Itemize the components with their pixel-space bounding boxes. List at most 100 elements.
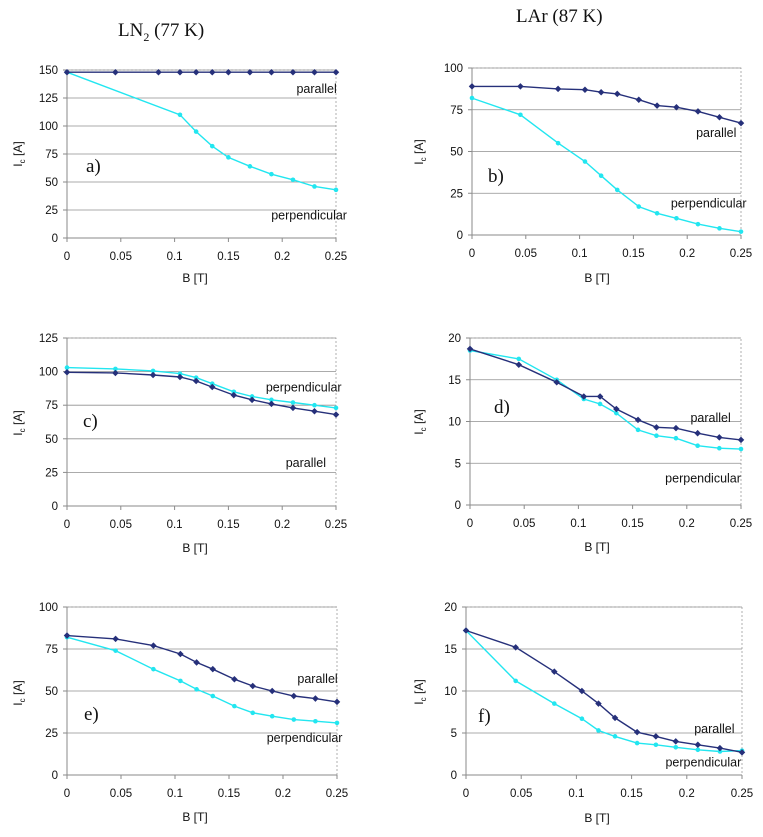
- perpendicular-data-point: [269, 713, 275, 719]
- x-tick-label: 0.25: [730, 248, 752, 260]
- parallel-series-annotation: parallel: [297, 672, 337, 686]
- perpendicular-data-point: [113, 648, 118, 653]
- x-axis-label: B [T]: [182, 810, 207, 824]
- y-tick-label: 0: [451, 770, 457, 782]
- perpendicular-data-point: [695, 443, 700, 449]
- x-tick-label: 0: [469, 248, 475, 260]
- x-tick-label: 0.2: [679, 248, 695, 260]
- perpendicular-data-point: [518, 112, 523, 118]
- parallel-data-point: [268, 68, 275, 76]
- x-tick-label: 0.05: [515, 248, 537, 260]
- perpendicular-data-point: [695, 747, 701, 753]
- parallel-data-point: [332, 411, 340, 418]
- perpendicular-data-point: [717, 749, 723, 754]
- perpendicular-data-point: [249, 394, 255, 399]
- y-tick-label: 10: [448, 417, 461, 429]
- x-tick-label: 0.25: [731, 788, 753, 800]
- perpendicular-data-point: [614, 187, 620, 193]
- perpendicular-data-point: [193, 129, 199, 134]
- y-tick-label: 0: [455, 500, 461, 512]
- panel-label: b): [488, 166, 504, 187]
- x-tick-label: 0.2: [679, 518, 695, 530]
- parallel-series-annotation: parallel: [696, 126, 736, 140]
- parallel-series-line: [469, 348, 742, 441]
- parallel-data-point: [633, 728, 641, 736]
- perpendicular-data-point: [232, 703, 237, 709]
- parallel-data-point: [554, 85, 562, 93]
- y-tick-label: 75: [450, 105, 463, 117]
- x-tick-label: 0.25: [326, 788, 348, 800]
- x-tick-label: 0.25: [325, 519, 347, 531]
- parallel-data-point: [268, 400, 275, 408]
- y-tick-label: 75: [45, 644, 58, 656]
- y-tick-label: 20: [448, 333, 461, 345]
- parallel-series-annotation: parallel: [694, 722, 734, 736]
- parallel-data-point: [672, 424, 680, 432]
- perpendicular-data-point: [635, 427, 641, 433]
- perpendicular-series-line: [469, 349, 742, 450]
- parallel-data-point: [312, 695, 319, 702]
- x-tick-label: 0.2: [274, 251, 290, 263]
- perpendicular-series-annotation: perpendicular: [665, 755, 741, 769]
- perpendicular-data-point: [226, 155, 231, 160]
- x-tick-label: 0.15: [621, 518, 643, 530]
- perpendicular-data-point: [612, 734, 618, 739]
- parallel-data-point: [672, 738, 680, 745]
- y-tick-label: 5: [451, 728, 457, 740]
- y-tick-label: 75: [45, 400, 58, 412]
- parallel-data-point: [614, 90, 621, 98]
- parallel-data-point: [515, 361, 523, 368]
- y-tick-label: 100: [39, 121, 58, 133]
- perpendicular-data-point: [209, 143, 215, 149]
- parallel-data-point: [716, 114, 723, 121]
- perpendicular-data-point: [653, 742, 659, 748]
- perpendicular-data-point: [513, 678, 518, 684]
- perpendicular-data-point: [290, 177, 296, 183]
- parallel-data-point: [231, 675, 238, 683]
- lar-column-title: LAr (87 K): [516, 6, 603, 27]
- parallel-data-point: [193, 659, 200, 666]
- perpendicular-data-point: [113, 366, 118, 372]
- parallel-series-line: [465, 629, 743, 753]
- chart-panel-2: 0 25 50 75 100 0 0.05 0.1 0.15 0.2 0.25 B [T] Ic [A]…: [412, 63, 752, 285]
- perpendicular-data-point: [269, 397, 274, 403]
- x-axis-label: B [T]: [584, 540, 609, 554]
- y-tick-label: 75: [45, 149, 58, 161]
- parallel-data-point: [595, 700, 602, 707]
- parallel-data-point: [150, 642, 157, 649]
- chart-panel-5: 0 25 50 75 100 0 0.05 0.1 0.15 0.2 0.25 B [T] Ic [A]…: [11, 602, 348, 824]
- perpendicular-data-point: [555, 140, 561, 146]
- x-tick-label: 0.1: [167, 788, 183, 800]
- perpendicular-data-point: [552, 701, 557, 706]
- x-tick-label: 0: [467, 518, 473, 530]
- x-tick-label: 0: [463, 788, 469, 800]
- parallel-data-point: [694, 429, 701, 437]
- parallel-data-point: [737, 436, 745, 444]
- perpendicular-series-annotation: perpendicular: [671, 196, 747, 210]
- perpendicular-data-point: [654, 433, 659, 438]
- y-axis-label: Ic [A]: [412, 139, 428, 164]
- parallel-data-point: [580, 393, 588, 400]
- parallel-series-line: [472, 85, 742, 124]
- perpendicular-data-point: [673, 435, 679, 441]
- perpendicular-data-point: [717, 226, 722, 231]
- perpendicular-data-point: [738, 446, 744, 452]
- perpendicular-data-point: [334, 720, 340, 726]
- chart-panel-3: 0 25 50 75 100 125 0 0.05 0.1 0.15 0.2 0.25 B [T] Ic …: [11, 333, 347, 555]
- x-tick-label: 0.05: [510, 788, 532, 800]
- parallel-data-point: [112, 369, 119, 377]
- y-tick-label: 50: [45, 686, 58, 698]
- parallel-data-point: [468, 83, 476, 90]
- parallel-data-point: [611, 714, 619, 722]
- parallel-data-point: [63, 369, 71, 376]
- y-tick-label: 100: [39, 367, 58, 379]
- perpendicular-data-point: [598, 173, 604, 179]
- perpendicular-data-point: [177, 112, 183, 118]
- x-tick-label: 0.05: [110, 788, 132, 800]
- y-tick-label: 100: [444, 63, 463, 75]
- parallel-data-point: [177, 650, 184, 658]
- parallel-data-point: [176, 68, 184, 76]
- x-tick-label: 0.1: [572, 248, 588, 260]
- x-tick-label: 0.15: [217, 519, 239, 531]
